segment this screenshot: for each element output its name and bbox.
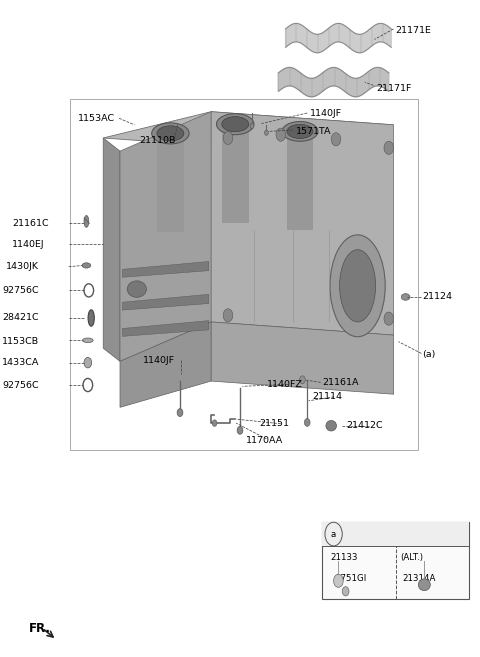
Circle shape [300, 376, 305, 384]
Polygon shape [122, 294, 209, 310]
Ellipse shape [419, 579, 431, 591]
Text: 21171E: 21171E [395, 26, 431, 35]
Ellipse shape [216, 114, 254, 135]
Ellipse shape [326, 420, 336, 431]
Text: 21133: 21133 [330, 553, 358, 562]
Text: 1433CA: 1433CA [2, 358, 39, 367]
Circle shape [223, 131, 233, 145]
Text: 1170AA: 1170AA [246, 436, 283, 445]
Polygon shape [122, 321, 209, 336]
Text: 1751GI: 1751GI [335, 574, 366, 583]
Text: 21110B: 21110B [139, 136, 176, 145]
Text: FR.: FR. [29, 622, 51, 635]
Text: 21314A: 21314A [402, 574, 436, 583]
Text: 21114: 21114 [312, 392, 342, 401]
Text: 21171F: 21171F [376, 83, 411, 93]
Circle shape [276, 128, 286, 141]
Circle shape [212, 420, 217, 426]
Polygon shape [287, 131, 313, 230]
Polygon shape [157, 133, 184, 232]
Text: a: a [331, 530, 336, 539]
Ellipse shape [82, 263, 91, 268]
Polygon shape [278, 68, 389, 97]
Circle shape [237, 426, 243, 434]
Text: 21161C: 21161C [12, 219, 48, 228]
Circle shape [334, 574, 343, 587]
Ellipse shape [84, 215, 89, 227]
Text: 1140EJ: 1140EJ [12, 240, 45, 249]
Text: (ALT.): (ALT.) [400, 553, 423, 562]
Ellipse shape [127, 281, 146, 297]
Text: 21161A: 21161A [323, 378, 359, 387]
Text: 28421C: 28421C [2, 313, 38, 323]
Polygon shape [211, 322, 394, 394]
Circle shape [384, 312, 394, 325]
Ellipse shape [222, 116, 249, 132]
Circle shape [304, 419, 310, 426]
Circle shape [342, 587, 349, 596]
Ellipse shape [330, 235, 385, 337]
Ellipse shape [88, 310, 94, 326]
Text: 92756C: 92756C [2, 286, 38, 295]
FancyBboxPatch shape [322, 522, 469, 547]
Text: 21151: 21151 [259, 419, 289, 428]
Circle shape [264, 130, 268, 135]
Text: 21124: 21124 [422, 292, 452, 302]
Ellipse shape [157, 125, 184, 141]
Circle shape [250, 124, 254, 129]
Text: 1140JF: 1140JF [143, 355, 175, 365]
Text: 1140JF: 1140JF [310, 108, 342, 118]
Text: 92756C: 92756C [2, 380, 38, 390]
Polygon shape [122, 261, 209, 277]
FancyBboxPatch shape [322, 522, 469, 599]
Text: 1153AC: 1153AC [78, 114, 115, 123]
Ellipse shape [282, 122, 318, 141]
Polygon shape [211, 112, 394, 335]
Text: 1153CB: 1153CB [2, 337, 39, 346]
Circle shape [177, 409, 183, 417]
Circle shape [84, 357, 92, 368]
Polygon shape [222, 124, 249, 223]
Ellipse shape [340, 250, 376, 322]
Text: 21412C: 21412C [347, 421, 383, 430]
Text: (a): (a) [422, 350, 436, 359]
Circle shape [384, 141, 394, 154]
Polygon shape [120, 112, 211, 361]
Ellipse shape [83, 338, 93, 343]
Polygon shape [286, 24, 391, 53]
Polygon shape [120, 322, 211, 407]
Polygon shape [103, 138, 120, 361]
Ellipse shape [401, 294, 410, 300]
Circle shape [223, 309, 233, 322]
Polygon shape [103, 112, 394, 151]
Text: 1140FZ: 1140FZ [267, 380, 303, 389]
Ellipse shape [287, 124, 313, 139]
Ellipse shape [152, 123, 189, 144]
Circle shape [331, 133, 341, 146]
Text: 1571TA: 1571TA [296, 127, 331, 136]
Text: 1430JK: 1430JK [6, 262, 39, 271]
